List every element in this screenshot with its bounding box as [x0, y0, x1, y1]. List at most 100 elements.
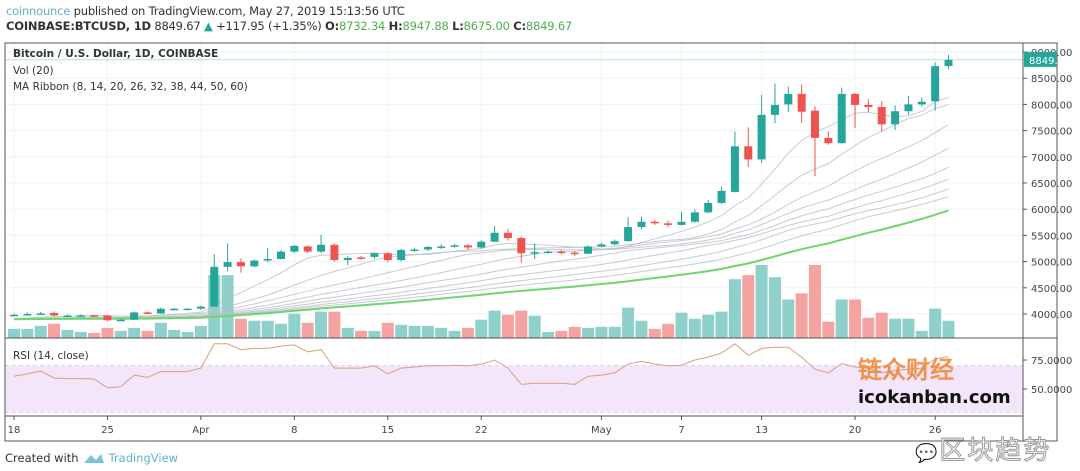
rsi-polyline — [13, 343, 949, 389]
time-tick-label: Apr — [192, 425, 210, 436]
volume-bar — [675, 312, 688, 338]
candle-body — [610, 241, 619, 245]
volume-bar — [929, 308, 942, 338]
low-label: L: — [452, 19, 464, 33]
volume-bar — [328, 311, 341, 338]
candle-body — [317, 244, 326, 252]
candle-body — [690, 212, 699, 222]
volume-bar — [595, 326, 608, 338]
volume-bar — [168, 329, 181, 338]
volume-bar — [795, 293, 808, 338]
tradingview-link[interactable]: TradingView — [108, 451, 179, 465]
candle-body — [143, 312, 152, 314]
volume-bar — [608, 326, 621, 338]
candle-body — [10, 314, 18, 317]
ma-legend[interactable]: MA Ribbon (8, 14, 20, 26, 32, 38, 44, 50… — [13, 81, 248, 93]
volume-bar — [194, 325, 207, 338]
time-tick-label: 15 — [381, 425, 394, 436]
volume-bar — [74, 331, 87, 338]
volume-bar — [728, 279, 741, 338]
candle-body — [357, 257, 366, 259]
volume-bar — [408, 325, 421, 338]
volume-bar — [688, 318, 701, 338]
volume-bar — [301, 322, 314, 338]
price-tick-label: 5500.00 — [1031, 231, 1072, 242]
candle-body — [223, 262, 232, 267]
candle-body — [530, 252, 539, 254]
volume-bar — [21, 328, 34, 338]
volume-bar — [635, 320, 648, 338]
candle-body — [770, 104, 779, 115]
vol-legend[interactable]: Vol (20) — [13, 65, 54, 77]
candle-body — [811, 110, 819, 138]
rsi-legend[interactable]: RSI (14, close) — [13, 350, 89, 362]
candle-body — [931, 66, 940, 102]
volume-bar — [768, 277, 781, 338]
volume-bar — [568, 326, 581, 338]
candle-body — [36, 313, 45, 315]
symbol-label: COINBASE:BTCUSD, 1D — [6, 19, 151, 33]
publish-info: coinnounce published on TradingView.com,… — [6, 4, 405, 18]
low-value: 8675.00 — [463, 19, 510, 33]
candle-body — [824, 137, 833, 144]
volume-bar — [862, 317, 875, 338]
price-change: +117.95 (+1.35%) — [216, 19, 322, 33]
candle-body — [877, 107, 886, 125]
watermark-site: icokanban.com — [858, 387, 1011, 408]
candle-body — [183, 308, 192, 311]
candle-body — [236, 262, 245, 267]
candle-body — [410, 249, 419, 252]
volume-bars — [8, 265, 955, 338]
volume-bar — [355, 330, 368, 338]
time-tick-label: 13 — [755, 425, 768, 436]
volume-bar — [515, 310, 528, 338]
candle-body — [103, 315, 112, 321]
volume-bar — [48, 323, 61, 338]
candle-body — [343, 257, 352, 261]
candle-body — [837, 93, 846, 144]
volume-bar — [648, 328, 661, 338]
footer: Created with TradingView — [5, 451, 178, 465]
last-price-tag — [1024, 51, 1057, 67]
time-tick-label: 26 — [929, 425, 942, 436]
volume-bar — [702, 314, 715, 338]
price-tick-label: 4000.00 — [1031, 310, 1072, 321]
candle-body — [277, 251, 285, 259]
created-with: Created with — [5, 451, 79, 465]
time-tick-label: 8 — [291, 425, 297, 436]
volume-bar — [128, 327, 141, 338]
candle-body — [210, 266, 219, 307]
wechat-icon: 💬 — [915, 443, 940, 464]
rsi-tick-label: 50.0000 — [1031, 385, 1072, 396]
candle-body — [664, 223, 673, 225]
tradingview-logo-icon — [83, 454, 104, 463]
candle-body — [891, 111, 900, 125]
open-label: O: — [325, 19, 340, 33]
volume-bar — [475, 319, 488, 338]
watermark-wechat: 💬区块趋势 — [915, 430, 1051, 467]
time-tick-label: 22 — [475, 425, 488, 436]
last-price-tag-label: 8849.67 — [1029, 56, 1070, 67]
volume-bar — [435, 327, 448, 338]
last-price: 8849.67 — [154, 19, 201, 33]
candle-body — [597, 244, 606, 247]
volume-bar — [809, 265, 821, 338]
rsi-tick-label: 75.0000 — [1031, 356, 1072, 367]
candle-body — [757, 114, 766, 160]
volume-bar — [248, 320, 261, 338]
volume-bar — [902, 318, 915, 338]
volume-bar — [715, 311, 728, 338]
candle-body — [437, 246, 446, 248]
candle-body — [23, 314, 32, 316]
volume-bar — [288, 313, 301, 338]
candle-body — [917, 101, 926, 105]
author-link[interactable]: coinnounce — [6, 4, 71, 18]
time-tick-label: 18 — [8, 425, 21, 436]
grid — [5, 43, 1023, 416]
volume-bar — [114, 330, 127, 338]
price-tick-label: 6000.00 — [1031, 205, 1072, 216]
volume-bar — [849, 299, 862, 338]
ma-ribbon — [13, 97, 949, 321]
watermark-cn2: 区块趋势 — [939, 436, 1052, 467]
